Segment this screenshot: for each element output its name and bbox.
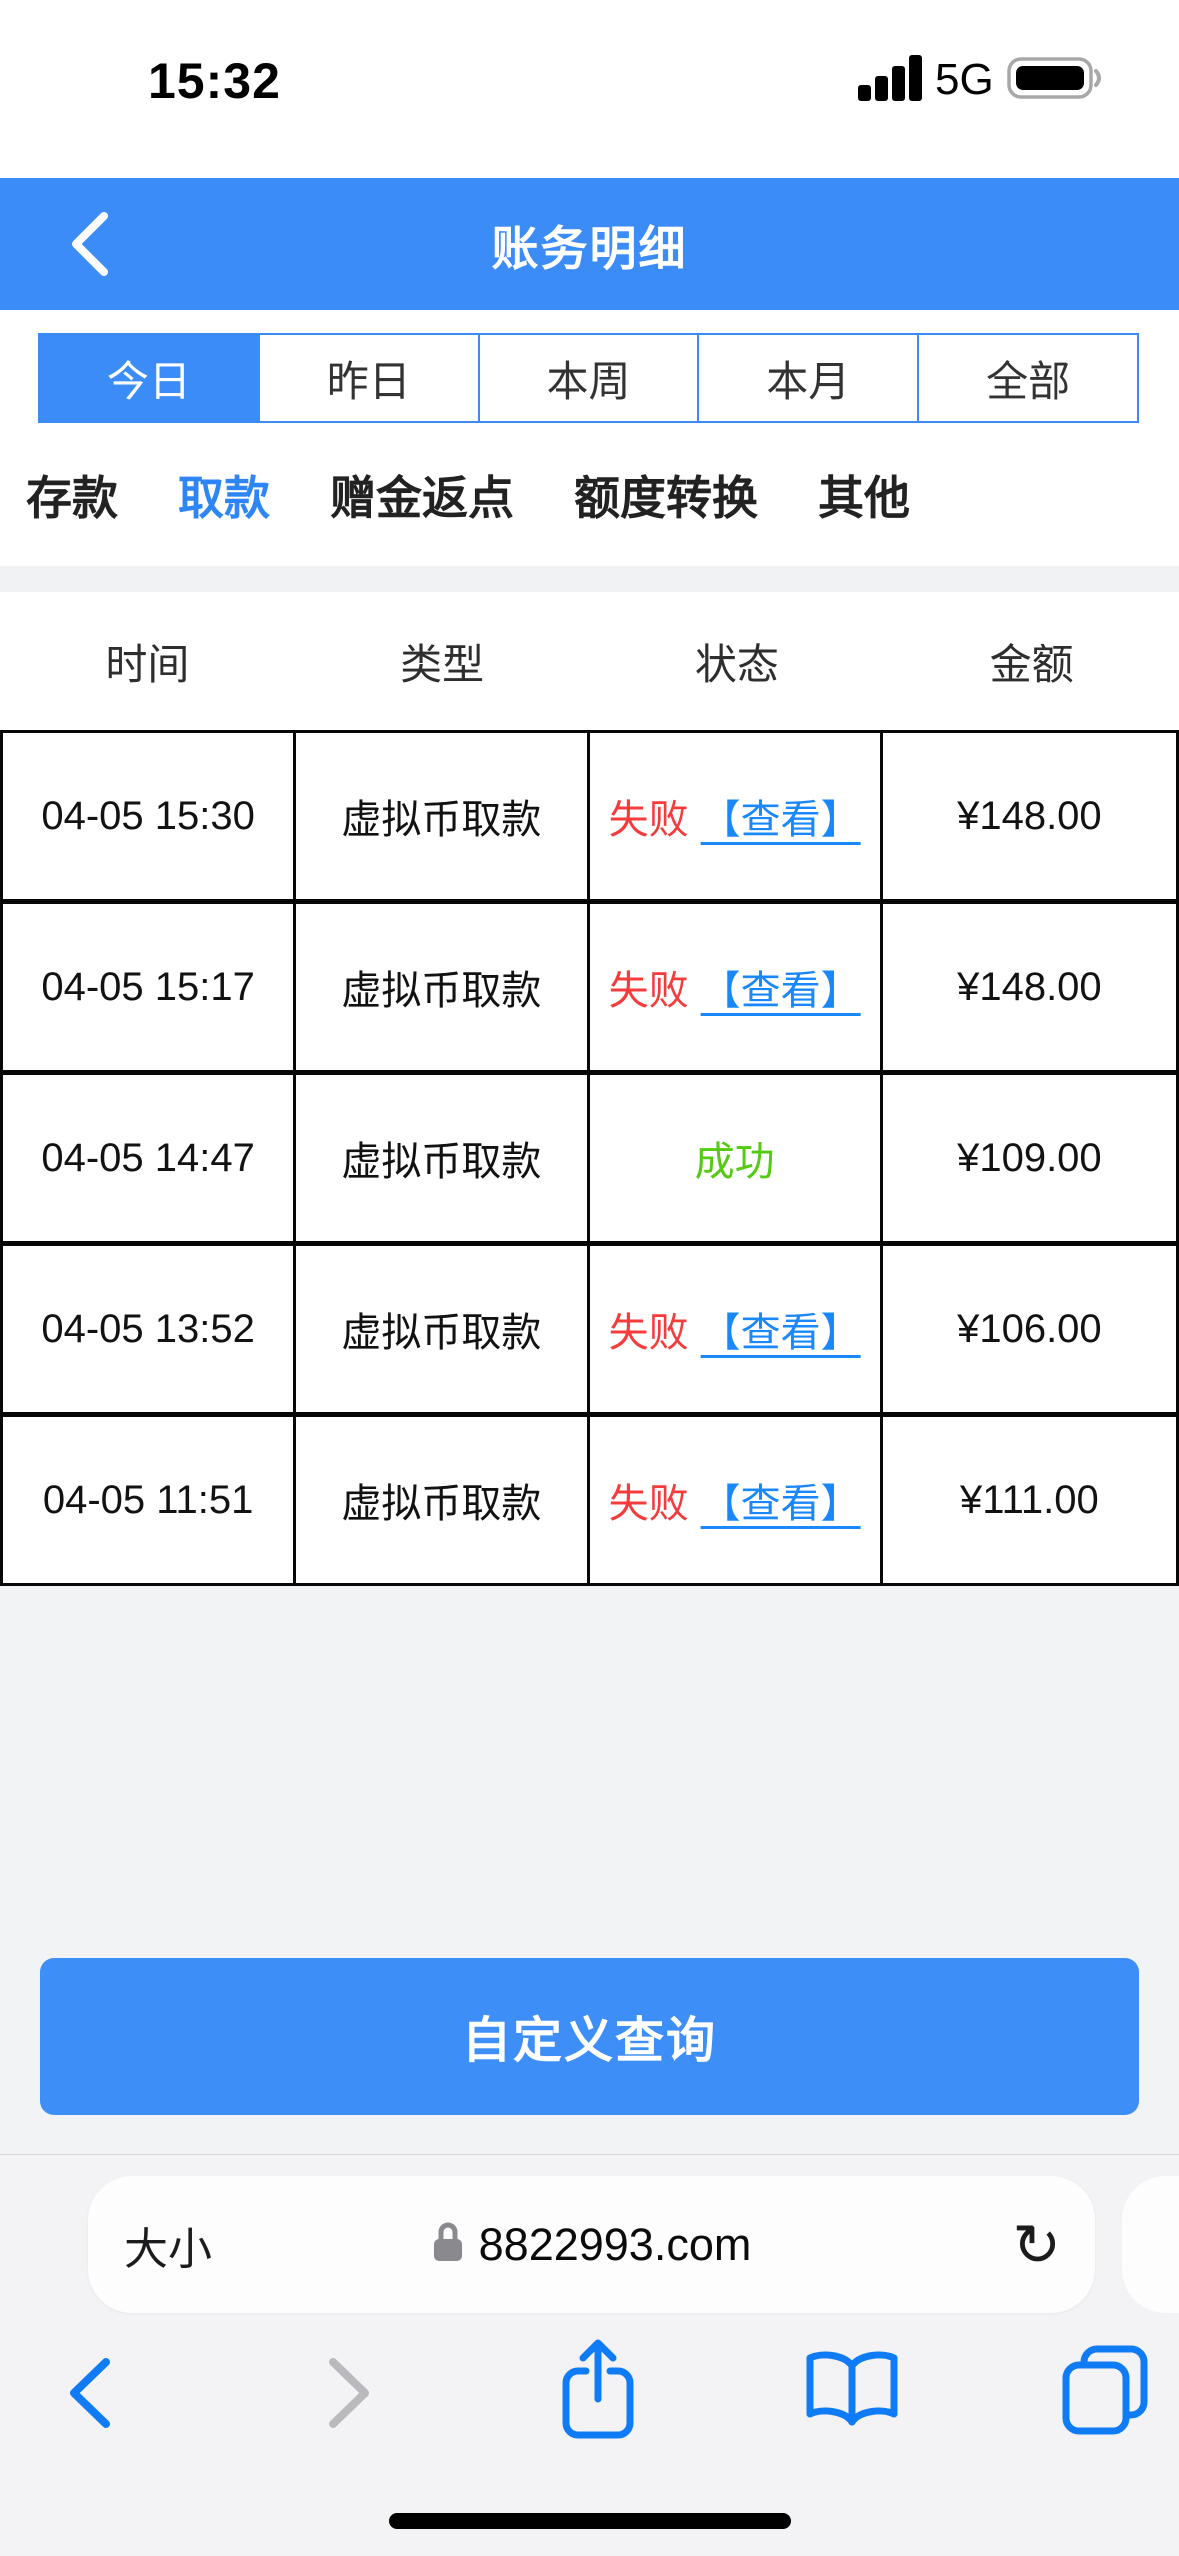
cell-type: 虚拟币取款 [296, 1417, 590, 1583]
tab-overview-icon [1058, 2345, 1152, 2441]
column-header-amount: 金额 [989, 640, 1074, 688]
cell-status: 失败 【查看】 [590, 1246, 883, 1412]
table-row: 04-05 13:52 虚拟币取款 失败 【查看】 ¥106.00 [0, 1243, 1179, 1415]
tab-deposit[interactable]: 存款 [26, 471, 118, 524]
tab-withdraw[interactable]: 取款 [178, 471, 270, 524]
tab-quota-transfer[interactable]: 额度转换 [574, 471, 758, 524]
cell-amount: ¥148.00 [957, 793, 1102, 838]
view-details-link[interactable]: 【查看】 [700, 969, 861, 1013]
back-button[interactable] [66, 209, 112, 279]
lock-icon [432, 2221, 464, 2268]
share-button[interactable] [558, 2335, 638, 2444]
chevron-left-icon [66, 212, 112, 283]
column-header-status: 状态 [694, 640, 779, 688]
status-text: 失败 [608, 1482, 689, 1526]
tab-yesterday[interactable]: 昨日 [257, 335, 478, 421]
category-tab-bar: 存款 取款 赠金返点 额度转换 其他 [26, 423, 910, 566]
adjacent-tab-peek[interactable] [1122, 2176, 1179, 2313]
view-details-link[interactable]: 【查看】 [700, 798, 861, 842]
tab-today[interactable]: 今日 [40, 335, 258, 421]
browser-forward-button[interactable] [327, 2353, 373, 2438]
status-text: 失败 [608, 1311, 689, 1355]
filters-section: 今日 昨日 本周 本月 全部 存款 取款 赠金返点 额度转换 其他 [0, 310, 1179, 566]
tabs-button[interactable] [1058, 2343, 1152, 2442]
reload-button[interactable]: ↻ [1012, 2176, 1061, 2313]
cell-status: 失败 【查看】 [590, 733, 883, 899]
cell-type: 虚拟币取款 [296, 1246, 590, 1412]
browser-back-button[interactable] [66, 2353, 112, 2438]
table-row: 04-05 11:51 虚拟币取款 失败 【查看】 ¥111.00 [0, 1414, 1179, 1586]
cell-status: 失败 【查看】 [590, 1417, 883, 1583]
cell-status: 失败 【查看】 [590, 904, 883, 1070]
cell-amount: ¥106.00 [957, 1306, 1102, 1351]
cell-time: 04-05 14:47 [3, 1075, 297, 1241]
share-icon [558, 2339, 638, 2443]
home-indicator [389, 2513, 791, 2529]
cell-time: 04-05 13:52 [3, 1246, 297, 1412]
browser-chrome: 大小 8822993.com ↻ [0, 2154, 1179, 2556]
view-details-link[interactable]: 【查看】 [700, 1482, 861, 1526]
cell-type: 虚拟币取款 [296, 904, 590, 1070]
view-details-link[interactable]: 【查看】 [700, 1311, 861, 1355]
reload-icon: ↻ [1012, 2212, 1061, 2278]
custom-query-button[interactable]: 自定义查询 [40, 1958, 1139, 2115]
tab-this-week[interactable]: 本周 [477, 335, 698, 421]
cell-type: 虚拟币取款 [296, 733, 590, 899]
url-text: 8822993.com [478, 2218, 752, 2270]
table-row: 04-05 15:17 虚拟币取款 失败 【查看】 ¥148.00 [0, 901, 1179, 1073]
page-header: 账务明细 [0, 178, 1179, 310]
text-size-button[interactable]: 大小 [124, 2224, 212, 2274]
open-book-icon [802, 2351, 902, 2441]
tab-all[interactable]: 全部 [917, 335, 1137, 421]
column-header-time: 时间 [105, 640, 190, 688]
transactions-table: 04-05 15:30 虚拟币取款 失败 【查看】 ¥148.00 04-05 … [0, 730, 1179, 1586]
status-right-cluster: 5G [858, 54, 1105, 106]
url-display[interactable]: 8822993.com [88, 2176, 1095, 2313]
status-text: 成功 [694, 1140, 775, 1184]
tab-bonus-rebate[interactable]: 赠金返点 [330, 471, 514, 524]
battery-icon [1006, 56, 1105, 104]
cell-time: 04-05 15:17 [3, 904, 297, 1070]
cell-status: 成功 [590, 1075, 883, 1241]
cell-amount: ¥111.00 [960, 1477, 1099, 1522]
cell-time: 04-05 15:30 [3, 733, 297, 899]
lower-section: 自定义查询 [0, 1586, 1179, 2154]
cell-time: 04-05 11:51 [3, 1417, 297, 1583]
status-text: 失败 [608, 969, 689, 1013]
column-header-type: 类型 [400, 640, 485, 688]
cell-type: 虚拟币取款 [296, 1075, 590, 1241]
table-row: 04-05 15:30 虚拟币取款 失败 【查看】 ¥148.00 [0, 730, 1179, 902]
status-bar: 15:32 5G [0, 0, 1179, 178]
table-row: 04-05 14:47 虚拟币取款 成功 ¥109.00 [0, 1072, 1179, 1244]
cell-amount: ¥148.00 [957, 964, 1102, 1009]
tab-other[interactable]: 其他 [818, 471, 910, 524]
signal-bars-icon [858, 54, 922, 106]
page-title: 账务明细 [491, 221, 688, 275]
status-time: 15:32 [148, 53, 281, 109]
chevron-left-icon [66, 2358, 112, 2437]
period-tab-bar: 今日 昨日 本周 本月 全部 [38, 333, 1139, 423]
section-divider [0, 566, 1179, 592]
network-type-label: 5G [935, 55, 994, 104]
tab-this-month[interactable]: 本月 [697, 335, 917, 421]
chevron-right-icon [327, 2358, 373, 2437]
table-header-row: 时间 类型 状态 金额 [0, 592, 1179, 730]
cell-amount: ¥109.00 [957, 1135, 1102, 1180]
bookmarks-button[interactable] [802, 2349, 902, 2442]
status-text: 失败 [608, 798, 689, 842]
address-bar[interactable]: 大小 8822993.com ↻ [88, 2176, 1095, 2313]
